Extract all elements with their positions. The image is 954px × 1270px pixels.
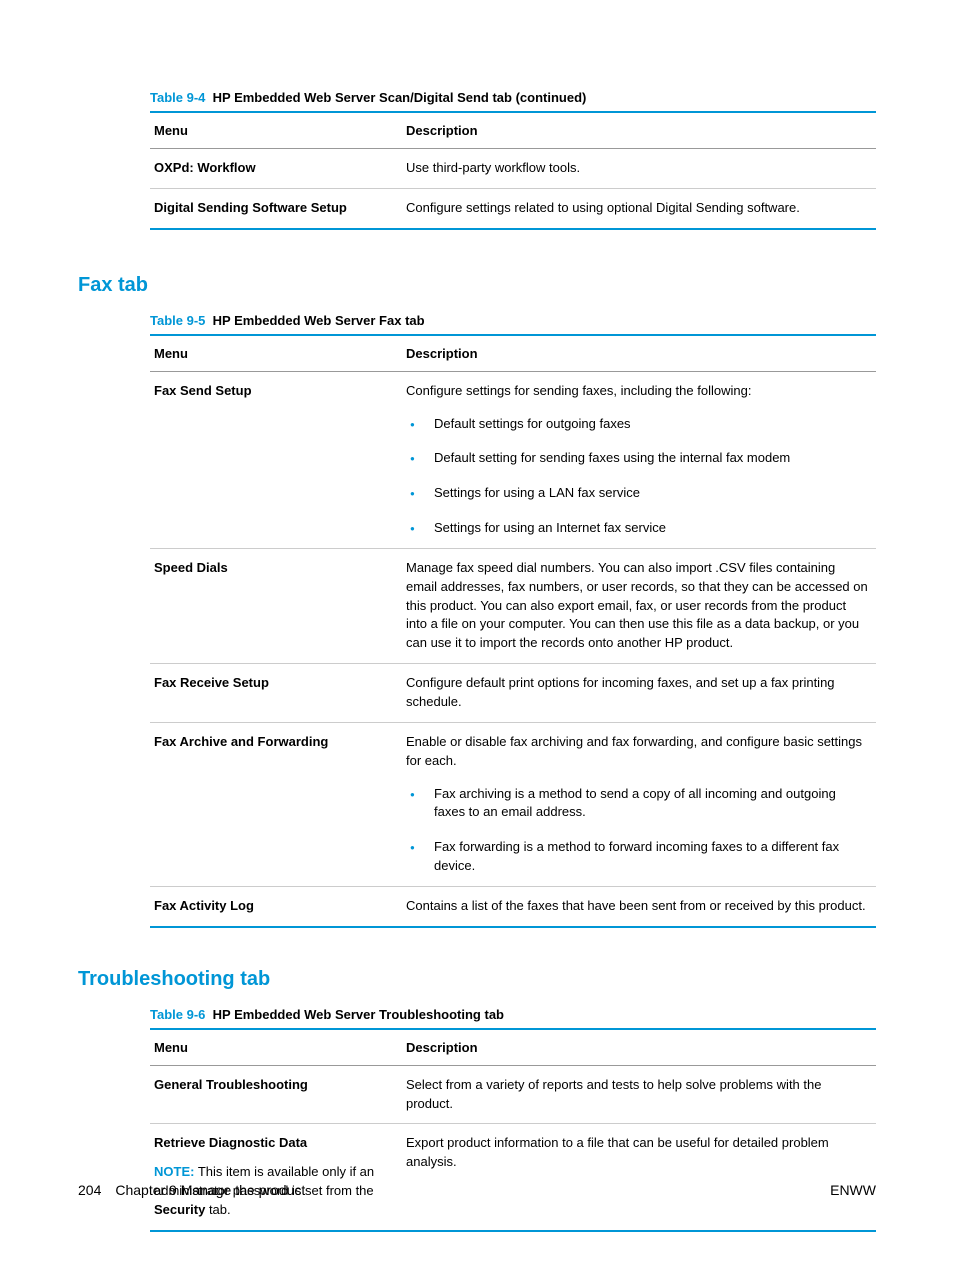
table-94-title: HP Embedded Web Server Scan/Digital Send…	[209, 90, 586, 105]
cell-desc: Configure default print options for inco…	[402, 664, 876, 723]
table-94-number: Table 9-4	[150, 90, 205, 105]
cell-menu: General Troubleshooting	[150, 1065, 402, 1124]
table-row: Fax Send Setup Configure settings for se…	[150, 371, 876, 548]
cell-menu: Fax Receive Setup	[150, 664, 402, 723]
list-item: Fax archiving is a method to send a copy…	[406, 785, 868, 823]
table-95-title: HP Embedded Web Server Fax tab	[209, 313, 425, 328]
cell-menu: OXPd: Workflow	[150, 149, 402, 189]
cell-desc: Select from a variety of reports and tes…	[402, 1065, 876, 1124]
page-content: Table 9-4 HP Embedded Web Server Scan/Di…	[0, 0, 954, 1232]
cell-menu: Speed Dials	[150, 548, 402, 663]
list-item: Fax forwarding is a method to forward in…	[406, 838, 868, 876]
table-95-number: Table 9-5	[150, 313, 205, 328]
table-row: Speed Dials Manage fax speed dial number…	[150, 548, 876, 663]
table-96-title: HP Embedded Web Server Troubleshooting t…	[209, 1007, 504, 1022]
table-94: Menu Description OXPd: Workflow Use thir…	[150, 111, 876, 230]
table-row: General Troubleshooting Select from a va…	[150, 1065, 876, 1124]
cell-desc: Configure settings related to using opti…	[402, 188, 876, 228]
fax-send-intro: Configure settings for sending faxes, in…	[406, 383, 751, 398]
table-94-caption: Table 9-4 HP Embedded Web Server Scan/Di…	[150, 90, 876, 105]
footer-right: ENWW	[830, 1182, 876, 1198]
table-96-caption: Table 9-6 HP Embedded Web Server Trouble…	[150, 1007, 876, 1022]
table-94-header-menu: Menu	[150, 112, 402, 149]
table-95-header-desc: Description	[402, 335, 876, 372]
cell-desc: Configure settings for sending faxes, in…	[402, 371, 876, 548]
note-bold: Security	[154, 1202, 205, 1217]
troubleshooting-tab-heading: Troubleshooting tab	[78, 968, 876, 991]
table-96-block: Table 9-6 HP Embedded Web Server Trouble…	[150, 1007, 876, 1232]
fax-archive-bullets: Fax archiving is a method to send a copy…	[406, 785, 868, 876]
fax-archive-intro: Enable or disable fax archiving and fax …	[406, 734, 862, 768]
footer-left: 204 Chapter 9 Manage the product	[78, 1182, 305, 1198]
retrieve-menu: Retrieve Diagnostic Data	[154, 1135, 307, 1150]
cell-menu: Fax Archive and Forwarding	[150, 722, 402, 886]
table-96-number: Table 9-6	[150, 1007, 205, 1022]
table-row: Digital Sending Software Setup Configure…	[150, 188, 876, 228]
table-95-block: Table 9-5 HP Embedded Web Server Fax tab…	[150, 313, 876, 928]
fax-send-bullets: Default settings for outgoing faxes Defa…	[406, 415, 868, 538]
table-95-header-menu: Menu	[150, 335, 402, 372]
table-95-caption: Table 9-5 HP Embedded Web Server Fax tab	[150, 313, 876, 328]
list-item: Settings for using an Internet fax servi…	[406, 519, 868, 538]
table-row: Fax Activity Log Contains a list of the …	[150, 886, 876, 926]
list-item: Default setting for sending faxes using …	[406, 449, 868, 468]
table-row: Retrieve Diagnostic Data NOTE: This item…	[150, 1124, 876, 1231]
table-94-block: Table 9-4 HP Embedded Web Server Scan/Di…	[150, 90, 876, 230]
cell-menu: Fax Send Setup	[150, 371, 402, 548]
cell-desc: Manage fax speed dial numbers. You can a…	[402, 548, 876, 663]
table-96-header-desc: Description	[402, 1029, 876, 1066]
cell-menu: Digital Sending Software Setup	[150, 188, 402, 228]
table-95: Menu Description Fax Send Setup Configur…	[150, 334, 876, 928]
cell-desc: Contains a list of the faxes that have b…	[402, 886, 876, 926]
fax-tab-heading: Fax tab	[78, 274, 876, 297]
cell-menu: Fax Activity Log	[150, 886, 402, 926]
cell-desc: Enable or disable fax archiving and fax …	[402, 722, 876, 886]
table-row: OXPd: Workflow Use third-party workflow …	[150, 149, 876, 189]
list-item: Settings for using a LAN fax service	[406, 484, 868, 503]
table-row: Fax Receive Setup Configure default prin…	[150, 664, 876, 723]
note-label: NOTE:	[154, 1164, 194, 1179]
cell-desc: Export product information to a file tha…	[402, 1124, 876, 1231]
table-96: Menu Description General Troubleshooting…	[150, 1028, 876, 1232]
table-94-header-desc: Description	[402, 112, 876, 149]
table-row: Fax Archive and Forwarding Enable or dis…	[150, 722, 876, 886]
list-item: Default settings for outgoing faxes	[406, 415, 868, 434]
cell-menu: Retrieve Diagnostic Data NOTE: This item…	[150, 1124, 402, 1231]
footer-chapter: Chapter 9 Manage the product	[115, 1182, 305, 1198]
cell-desc: Use third-party workflow tools.	[402, 149, 876, 189]
note-text2: tab.	[209, 1202, 231, 1217]
page-footer: 204 Chapter 9 Manage the product ENWW	[78, 1182, 876, 1198]
table-96-header-menu: Menu	[150, 1029, 402, 1066]
page-number: 204	[78, 1182, 101, 1198]
